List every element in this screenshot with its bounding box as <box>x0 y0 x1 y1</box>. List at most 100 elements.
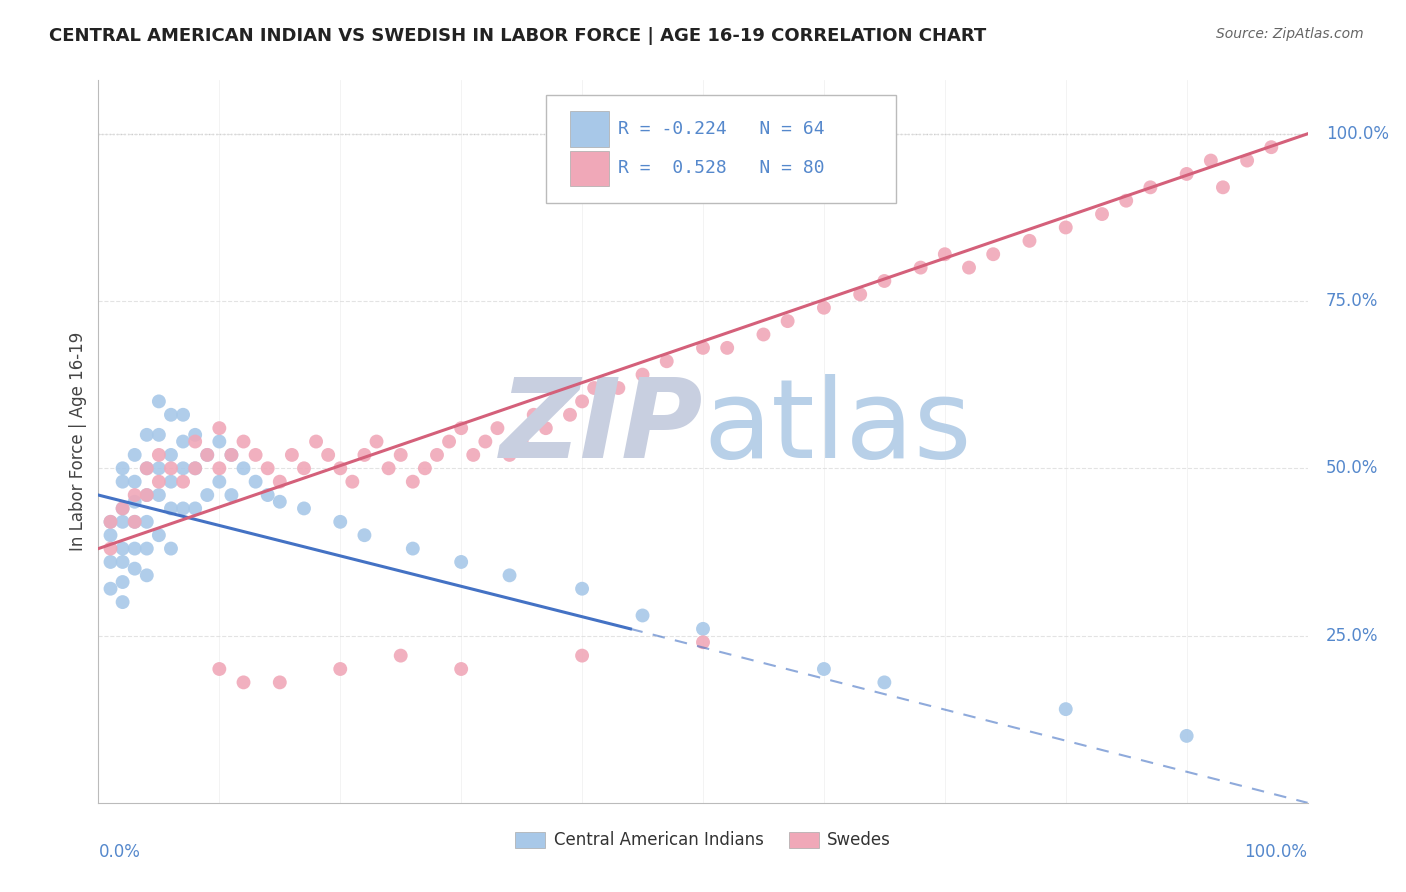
Legend: Central American Indians, Swedes: Central American Indians, Swedes <box>509 824 897 856</box>
Point <box>232 461 254 475</box>
Point <box>1139 180 1161 194</box>
Point <box>195 488 218 502</box>
Point <box>135 427 157 442</box>
Point <box>910 260 932 275</box>
Point <box>184 501 207 516</box>
Point <box>172 408 194 422</box>
Point <box>402 541 425 556</box>
Point <box>450 555 472 569</box>
Point <box>111 555 134 569</box>
Point <box>135 515 157 529</box>
Point <box>111 575 134 590</box>
Point <box>353 448 375 462</box>
Point <box>305 434 328 449</box>
Point <box>849 287 872 301</box>
Point <box>437 434 460 449</box>
Point <box>245 475 267 489</box>
Point <box>692 341 714 355</box>
Point <box>160 501 183 516</box>
Point <box>1054 702 1077 716</box>
Point <box>316 448 339 462</box>
Text: 75.0%: 75.0% <box>1326 292 1378 310</box>
Point <box>547 394 569 409</box>
Point <box>160 475 183 489</box>
Point <box>292 501 315 516</box>
Point <box>184 461 207 475</box>
Point <box>1115 194 1137 208</box>
Point <box>256 461 278 475</box>
Point <box>1236 153 1258 168</box>
Text: 100.0%: 100.0% <box>1244 843 1308 861</box>
Text: R =  0.528   N = 80: R = 0.528 N = 80 <box>619 160 825 178</box>
Point <box>221 448 243 462</box>
Point <box>281 448 304 462</box>
Text: 50.0%: 50.0% <box>1326 459 1378 477</box>
Point <box>184 434 207 449</box>
Point <box>184 461 207 475</box>
Point <box>208 421 231 435</box>
Point <box>256 488 278 502</box>
Point <box>172 501 194 516</box>
Point <box>124 475 146 489</box>
Point <box>184 427 207 442</box>
Text: 25.0%: 25.0% <box>1326 626 1378 645</box>
Point <box>342 475 364 489</box>
Point <box>100 541 122 556</box>
Point <box>486 421 509 435</box>
Point <box>160 448 183 462</box>
Point <box>208 475 231 489</box>
Point <box>269 675 291 690</box>
FancyBboxPatch shape <box>569 112 609 147</box>
Point <box>534 421 557 435</box>
Point <box>1212 180 1234 194</box>
Point <box>776 314 799 328</box>
Point <box>148 461 170 475</box>
Point <box>692 622 714 636</box>
Point <box>389 648 412 663</box>
Point <box>269 475 291 489</box>
Point <box>498 448 520 462</box>
Point <box>100 528 122 542</box>
Point <box>135 568 157 582</box>
Point <box>510 434 533 449</box>
Point <box>111 461 134 475</box>
Point <box>124 448 146 462</box>
Point <box>523 408 546 422</box>
Point <box>124 541 146 556</box>
Point <box>160 408 183 422</box>
Point <box>981 247 1004 261</box>
Point <box>631 608 654 623</box>
Point <box>195 448 218 462</box>
FancyBboxPatch shape <box>546 95 897 203</box>
Point <box>377 461 399 475</box>
Point <box>195 448 218 462</box>
Text: ZIP: ZIP <box>499 374 703 481</box>
Point <box>124 515 146 529</box>
Point <box>124 488 146 502</box>
Point <box>934 247 956 261</box>
Point <box>269 494 291 508</box>
Point <box>571 394 593 409</box>
Point <box>124 562 146 576</box>
Point <box>1054 220 1077 235</box>
Point <box>135 461 157 475</box>
Point <box>329 515 352 529</box>
Point <box>148 488 170 502</box>
Point <box>571 582 593 596</box>
Point <box>329 662 352 676</box>
Point <box>111 501 134 516</box>
Point <box>1018 234 1040 248</box>
Point <box>292 461 315 475</box>
Point <box>111 475 134 489</box>
Point <box>232 434 254 449</box>
Point <box>873 675 896 690</box>
Point <box>413 461 436 475</box>
Point <box>692 635 714 649</box>
Point <box>172 434 194 449</box>
Point <box>172 475 194 489</box>
Text: 0.0%: 0.0% <box>98 843 141 861</box>
Point <box>450 421 472 435</box>
Point <box>148 475 170 489</box>
Text: 100.0%: 100.0% <box>1326 125 1389 143</box>
Point <box>148 448 170 462</box>
